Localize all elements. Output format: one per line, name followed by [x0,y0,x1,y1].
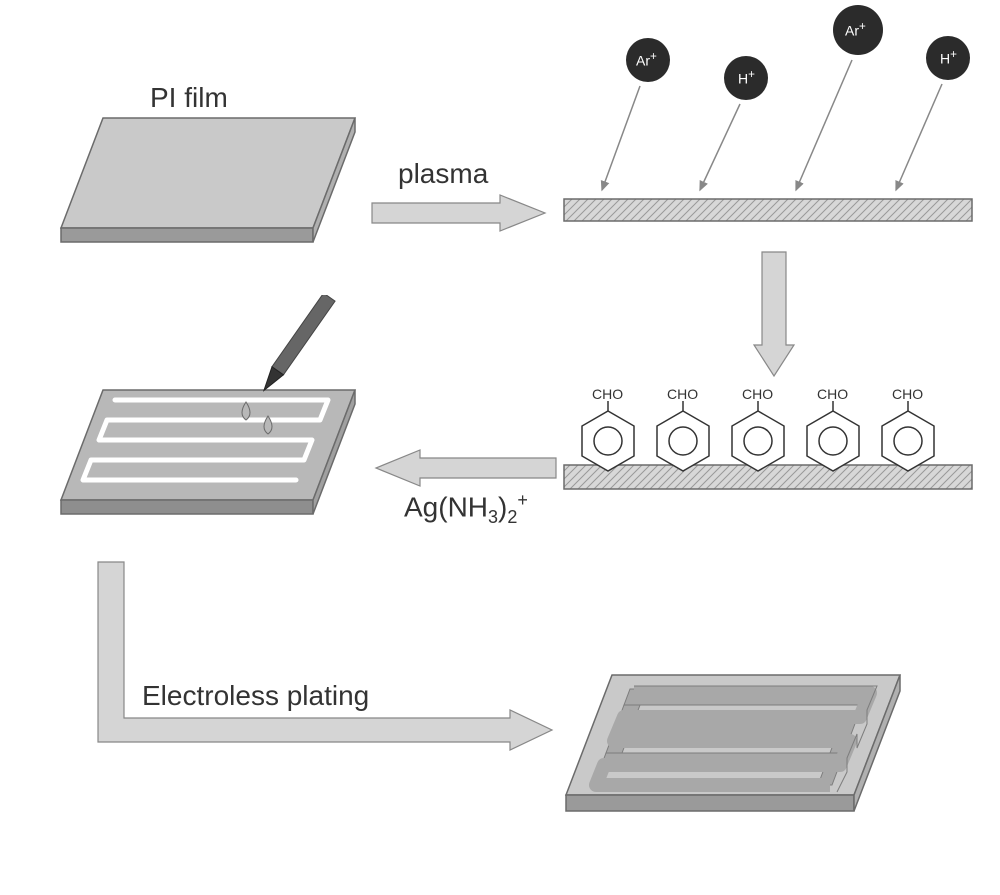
ion-label-h1: H+ [738,68,755,87]
ion-label-ar1: Ar+ [636,50,657,69]
droplets [236,398,296,448]
diagram-canvas: PI film plasma Ar+ H+ Ar+ H+ [0,0,1000,895]
cho-label-2: CHO [667,386,698,402]
step5-plated-slab [560,655,920,855]
arrow-down-1 [752,250,796,380]
arrow-electroless-L [90,560,560,770]
step3-cho-hexagons [560,395,980,515]
cho-label-1: CHO [592,386,623,402]
cho-label-5: CHO [892,386,923,402]
arrow-ag-left [370,448,560,488]
cho-label-3: CHO [742,386,773,402]
ion-label-h2: H+ [940,48,957,67]
step2-plasma-slab [560,195,980,235]
cho-label-4: CHO [817,386,848,402]
ag-label: Ag(NH3)2+ [404,490,528,528]
electroless-label: Electroless plating [142,680,369,712]
ion-label-ar2: Ar+ [845,20,866,39]
